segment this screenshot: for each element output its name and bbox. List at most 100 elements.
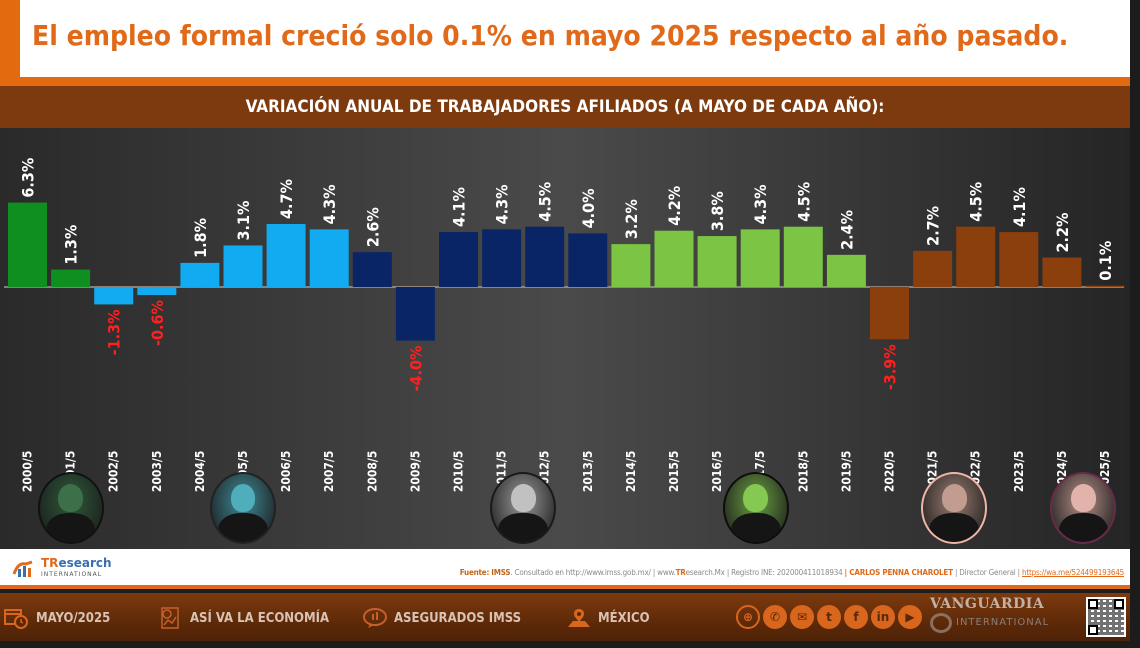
footer-bar: MAYO/2025 ASÍ VA LA ECONOMÍA ASEGURADOS … [0, 593, 1130, 648]
twitter-icon[interactable]: t [817, 605, 841, 629]
bar-2001-5 [51, 269, 91, 287]
source-registro: | Registro INE: 202000411018934 [726, 568, 843, 577]
data-label-2024-5: 2.2% [1053, 213, 1072, 253]
data-label-2016-5: 3.8% [708, 191, 727, 231]
bar-2023-5 [999, 232, 1039, 287]
qr-code-icon[interactable] [1086, 597, 1126, 637]
source-bar: TResearch INTERNATIONAL Fuente: IMSS. Co… [0, 549, 1130, 589]
bar-2005-5 [223, 245, 263, 287]
source-line: Fuente: IMSS. Consultado en http://www.i… [300, 567, 1124, 579]
bar-2015-5 [654, 230, 694, 287]
footer-item-date[interactable]: MAYO/2025 [4, 606, 110, 630]
x-tick-label: 2020/5 [883, 451, 897, 493]
data-label-2005-5: 3.1% [234, 201, 253, 241]
x-tick-label: 2009/5 [408, 451, 422, 493]
bar-2011-5 [482, 229, 522, 287]
bar-2002-5 [94, 287, 134, 305]
x-tick-label: 2019/5 [839, 451, 853, 493]
source-label: Fuente: [459, 568, 490, 577]
portrait-2 [210, 472, 276, 544]
logo-brand-rest: esearch [58, 556, 112, 570]
bar-2004-5 [180, 262, 220, 287]
report-chart-icon [158, 607, 184, 629]
chart-title: VARIACIÓN ANUAL DE TRABAJADORES AFILIADO… [245, 97, 885, 117]
portrait-suit [218, 513, 268, 542]
data-label-2025-5: 0.1% [1096, 241, 1115, 281]
data-label-2018-5: 4.5% [794, 182, 813, 222]
chat-chart-icon [362, 607, 388, 629]
headline: El empleo formal creció solo 0.1% en may… [32, 19, 1069, 52]
youtube-icon[interactable]: ▶ [898, 605, 922, 629]
calendar-clock-icon [4, 607, 30, 629]
watermark: VANGUARDIA [930, 596, 1045, 612]
x-tick-label: 2014/5 [624, 451, 638, 493]
bar-2019-5 [826, 254, 866, 287]
data-label-2021-5: 2.7% [924, 206, 943, 246]
x-tick-label: 2000/5 [21, 451, 35, 493]
portrait-5 [921, 472, 988, 544]
footer-item-imss[interactable]: ASEGURADOS IMSS [362, 606, 521, 630]
portrait-1 [37, 472, 104, 544]
x-tick-label: 2004/5 [193, 451, 207, 493]
data-label-2001-5: 1.3% [62, 225, 81, 265]
footer-label: MAYO/2025 [36, 610, 111, 626]
portrait-suit [1058, 513, 1109, 542]
portrait-4 [722, 472, 789, 544]
data-label-2006-5: 4.7% [277, 179, 296, 219]
bar-2018-5 [783, 226, 823, 287]
footer-item-economy[interactable]: ASÍ VA LA ECONOMÍA [158, 606, 329, 630]
map-pin-icon [566, 607, 592, 629]
data-label-2022-5: 4.5% [967, 182, 986, 222]
bar-2017-5 [740, 229, 780, 287]
portrait-suit [45, 513, 96, 542]
portrait-3 [490, 472, 557, 544]
bar-2009-5 [395, 287, 435, 341]
phone-icon[interactable]: ✆ [763, 605, 787, 629]
screen-edge [1130, 0, 1140, 648]
globe-icon[interactable]: ⊕ [736, 605, 760, 629]
x-tick-label: 2018/5 [796, 451, 810, 493]
bar-2025-5 [1085, 285, 1125, 287]
portrait-6 [1050, 472, 1117, 544]
bar-2006-5 [266, 224, 306, 287]
data-label-2010-5: 4.1% [450, 187, 469, 227]
bar-2007-5 [309, 229, 349, 287]
bar-2021-5 [913, 250, 953, 287]
footer-tresearch-logo: INTERNATIONAL [930, 613, 1049, 633]
portrait-face [510, 483, 536, 513]
bar-2003-5 [137, 287, 177, 296]
data-label-2009-5: -4.0% [406, 346, 425, 392]
linkedin-icon[interactable]: in [871, 605, 895, 629]
data-label-2004-5: 1.8% [191, 218, 210, 258]
x-tick-label: 2013/5 [581, 451, 595, 493]
bar-2013-5 [568, 233, 608, 287]
mail-icon[interactable]: ✉ [790, 605, 814, 629]
bar-2016-5 [697, 236, 737, 287]
bar-2008-5 [352, 252, 392, 287]
x-tick-label: 2015/5 [667, 451, 681, 493]
subtitle-band: VARIACIÓN ANUAL DE TRABAJADORES AFILIADO… [0, 86, 1130, 128]
bar-2012-5 [525, 226, 565, 287]
x-tick-label: 2023/5 [1012, 451, 1026, 493]
logo-brand-tr: TR [41, 556, 59, 570]
source-consulted: . Consultado en http://www.imss.gob.mx/ [510, 568, 651, 577]
source-site-rest: esearch.Mx [685, 568, 725, 577]
bar-2000-5 [8, 202, 47, 287]
portrait-suit [929, 513, 979, 542]
portrait-face [941, 483, 967, 513]
footer-item-mexico[interactable]: MÉXICO [566, 606, 650, 630]
headline-band: El empleo formal creció solo 0.1% en may… [0, 0, 1130, 86]
footer-label: ASEGURADOS IMSS [394, 610, 522, 626]
whatsapp-link[interactable]: https://wa.me/524499193645 [1022, 568, 1124, 577]
footer-label: ASÍ VA LA ECONOMÍA [190, 610, 330, 626]
logo-sub: INTERNATIONAL [41, 571, 103, 578]
portrait-suit [731, 513, 781, 542]
data-label-2015-5: 4.2% [665, 186, 684, 226]
logo-chart-icon [12, 560, 38, 578]
data-label-2011-5: 4.3% [493, 184, 512, 224]
facebook-icon[interactable]: f [844, 605, 868, 629]
social-icons: ⊕ ✆ ✉ t f in ▶ [736, 605, 922, 629]
bar-2022-5 [956, 226, 996, 287]
headline-box: El empleo formal creció solo 0.1% en may… [20, 0, 1130, 77]
x-tick-label: 2006/5 [279, 451, 293, 493]
